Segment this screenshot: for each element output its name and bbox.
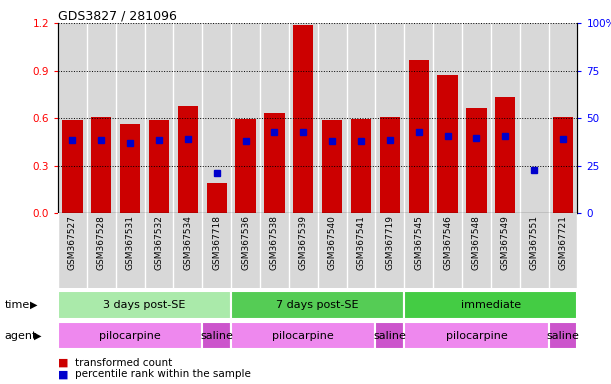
- Bar: [260, 23, 289, 213]
- Bar: [293, 25, 313, 213]
- Text: saline: saline: [200, 331, 233, 341]
- Bar: [178, 106, 198, 213]
- Text: GSM367721: GSM367721: [558, 215, 568, 270]
- Text: GSM367539: GSM367539: [299, 215, 308, 270]
- Bar: [260, 213, 289, 288]
- Bar: [491, 23, 520, 213]
- Bar: [87, 213, 115, 288]
- Bar: [318, 213, 346, 288]
- Text: saline: saline: [546, 331, 579, 341]
- Text: GSM367540: GSM367540: [327, 215, 337, 270]
- Text: immediate: immediate: [461, 300, 521, 310]
- Bar: [346, 213, 375, 288]
- Text: GSM367546: GSM367546: [443, 215, 452, 270]
- Text: pilocarpine: pilocarpine: [273, 331, 334, 341]
- Text: GSM367534: GSM367534: [183, 215, 192, 270]
- Bar: [433, 23, 462, 213]
- Bar: [491, 213, 520, 288]
- Bar: [58, 291, 231, 319]
- Bar: [231, 23, 260, 213]
- Text: GSM367718: GSM367718: [212, 215, 221, 270]
- Text: GSM367528: GSM367528: [97, 215, 106, 270]
- Bar: [289, 23, 318, 213]
- Bar: [202, 322, 231, 349]
- Bar: [58, 23, 87, 213]
- Bar: [351, 119, 371, 213]
- Bar: [380, 117, 400, 213]
- Bar: [462, 23, 491, 213]
- Text: ■: ■: [58, 369, 68, 379]
- Text: GSM367545: GSM367545: [414, 215, 423, 270]
- Bar: [520, 23, 549, 213]
- Bar: [289, 213, 318, 288]
- Bar: [202, 213, 231, 288]
- Bar: [115, 213, 145, 288]
- Bar: [404, 213, 433, 288]
- Text: ▶: ▶: [34, 331, 41, 341]
- Bar: [404, 322, 549, 349]
- Bar: [404, 291, 577, 319]
- Bar: [231, 213, 260, 288]
- Bar: [149, 121, 169, 213]
- Bar: [466, 108, 486, 213]
- Bar: [549, 213, 577, 288]
- Bar: [375, 322, 404, 349]
- Bar: [322, 120, 342, 213]
- Text: GSM367549: GSM367549: [501, 215, 510, 270]
- Text: agent: agent: [4, 331, 37, 341]
- Bar: [145, 23, 174, 213]
- Text: GSM367551: GSM367551: [530, 215, 539, 270]
- Text: GSM367719: GSM367719: [386, 215, 394, 270]
- Text: GSM367536: GSM367536: [241, 215, 250, 270]
- Text: GSM367541: GSM367541: [356, 215, 365, 270]
- Bar: [520, 213, 549, 288]
- Bar: [549, 23, 577, 213]
- Bar: [62, 121, 82, 213]
- Bar: [91, 117, 111, 213]
- Bar: [346, 23, 375, 213]
- Bar: [58, 213, 87, 288]
- Text: percentile rank within the sample: percentile rank within the sample: [75, 369, 251, 379]
- Bar: [231, 322, 375, 349]
- Bar: [553, 117, 573, 213]
- Bar: [115, 23, 145, 213]
- Bar: [375, 213, 404, 288]
- Bar: [495, 98, 515, 213]
- Bar: [409, 60, 429, 213]
- Text: ■: ■: [58, 358, 68, 368]
- Text: GSM367538: GSM367538: [270, 215, 279, 270]
- Text: saline: saline: [373, 331, 406, 341]
- Text: 7 days post-SE: 7 days post-SE: [276, 300, 359, 310]
- Text: transformed count: transformed count: [75, 358, 172, 368]
- Bar: [231, 291, 404, 319]
- Bar: [375, 23, 404, 213]
- Bar: [265, 113, 285, 213]
- Text: GSM367548: GSM367548: [472, 215, 481, 270]
- Bar: [87, 23, 115, 213]
- Text: pilocarpine: pilocarpine: [445, 331, 507, 341]
- Bar: [404, 23, 433, 213]
- Bar: [437, 74, 458, 213]
- Bar: [120, 124, 141, 213]
- Bar: [549, 322, 577, 349]
- Text: GSM367532: GSM367532: [155, 215, 164, 270]
- Bar: [318, 23, 346, 213]
- Text: 3 days post-SE: 3 days post-SE: [103, 300, 186, 310]
- Text: pilocarpine: pilocarpine: [100, 331, 161, 341]
- Bar: [174, 23, 202, 213]
- Text: time: time: [4, 300, 29, 310]
- Bar: [462, 213, 491, 288]
- Bar: [58, 322, 202, 349]
- Bar: [235, 119, 255, 213]
- Bar: [145, 213, 174, 288]
- Text: GDS3827 / 281096: GDS3827 / 281096: [58, 10, 177, 23]
- Bar: [433, 213, 462, 288]
- Text: ▶: ▶: [30, 300, 37, 310]
- Text: GSM367531: GSM367531: [126, 215, 134, 270]
- Bar: [174, 213, 202, 288]
- Bar: [202, 23, 231, 213]
- Text: GSM367527: GSM367527: [68, 215, 77, 270]
- Bar: [207, 183, 227, 213]
